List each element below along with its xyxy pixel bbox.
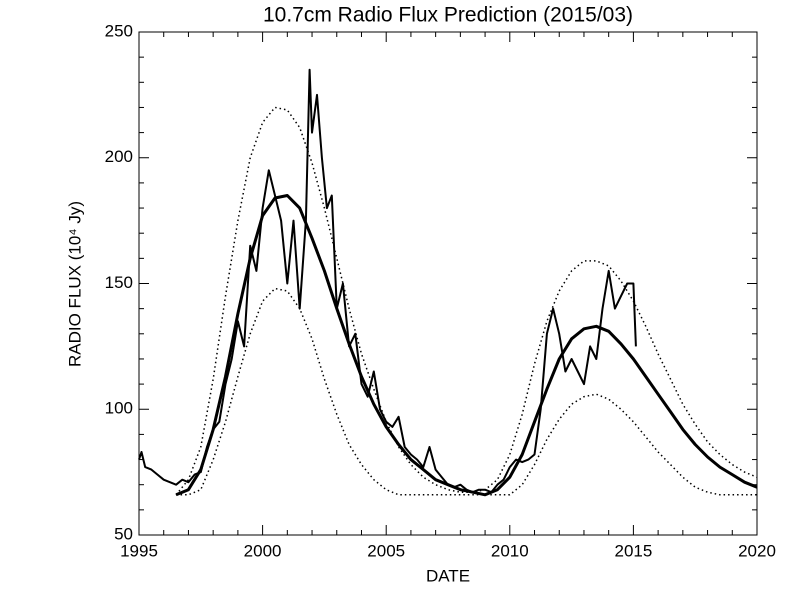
- y-tick-label: 250: [105, 21, 133, 40]
- y-tick-label: 150: [105, 273, 133, 292]
- series-line: [138, 68, 637, 494]
- x-tick-label: 2010: [491, 541, 529, 560]
- y-tick-label: 50: [114, 524, 133, 543]
- x-axis-label: DATE: [426, 566, 470, 585]
- x-tick-label: 1995: [120, 541, 158, 560]
- y-tick-label: 200: [105, 147, 133, 166]
- x-tick-label: 2000: [244, 541, 282, 560]
- x-tick-label: 2020: [738, 541, 776, 560]
- x-tick-label: 2015: [614, 541, 652, 560]
- x-tick-label: 2005: [367, 541, 405, 560]
- series-line: [176, 287, 757, 496]
- y-tick-label: 100: [105, 399, 133, 418]
- chart-title: 10.7cm Radio Flux Prediction (2015/03): [263, 4, 633, 27]
- series-line: [175, 106, 758, 496]
- series-line: [175, 194, 758, 497]
- plot-frame: [138, 31, 758, 536]
- y-axis-label: RADIO FLUX (10⁴ Jy): [65, 201, 84, 367]
